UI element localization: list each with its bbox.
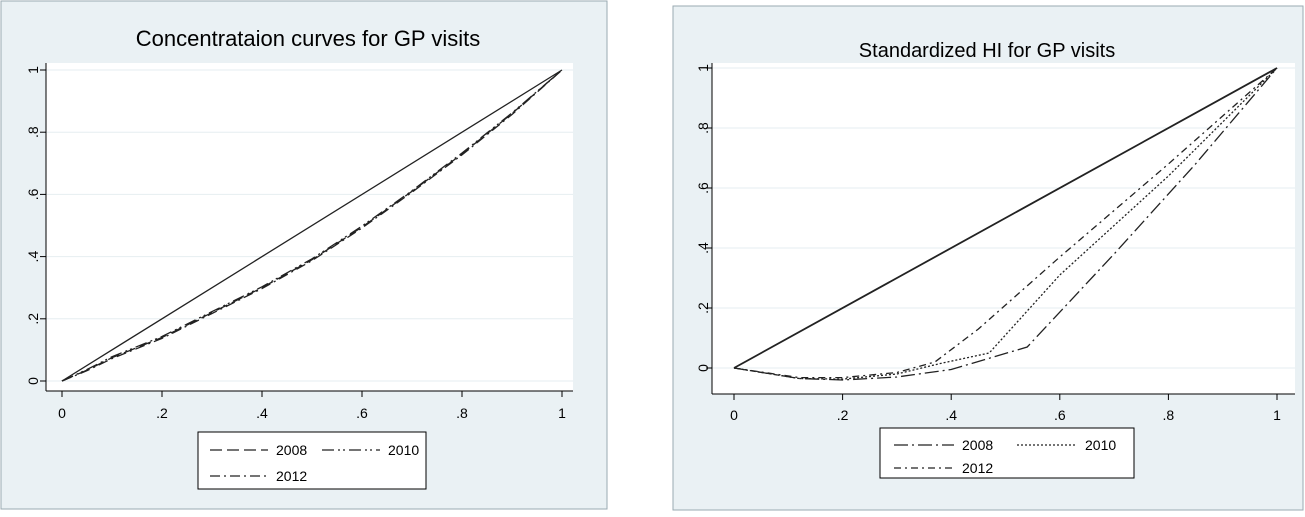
y-tick-label: .4 <box>25 251 41 263</box>
legend-label: 2010 <box>388 442 419 458</box>
series-line-2010 <box>61 69 563 382</box>
x-tick-label: .4 <box>256 405 268 421</box>
series-line-2012 <box>733 67 1278 379</box>
x-tick-label: .6 <box>1054 407 1066 423</box>
legend-label: 2010 <box>1085 437 1116 453</box>
concentration-curves-svg: Concentrataion curves for GP visits 0 .2.… <box>0 0 608 510</box>
y-tick-label: .2 <box>25 313 41 325</box>
x-tick-label: .8 <box>456 405 468 421</box>
legend: 2008 2010 2012 <box>879 427 1135 479</box>
y-tick-label: .4 <box>695 242 711 254</box>
plot-area <box>712 63 1295 394</box>
legend-label: 2012 <box>276 468 307 484</box>
series-line-2012 <box>61 69 563 382</box>
y-tick-label: .6 <box>25 188 41 200</box>
x-tick-label: 0 <box>730 407 738 423</box>
x-tick-label: 1 <box>1273 407 1281 423</box>
chart-title: Standardized HI for GP visits <box>859 40 1115 62</box>
legend: 2008 2010 2012 <box>197 431 427 490</box>
chart-title: Concentrataion curves for GP visits <box>136 26 480 51</box>
concentration-curves-chart: Concentrataion curves for GP visits 0 .2.… <box>0 0 610 512</box>
x-tick-label: 1 <box>558 405 566 421</box>
y-tick-label: 0 <box>695 364 711 372</box>
series-line-2008 <box>61 69 563 382</box>
series-line-2010 <box>733 67 1278 380</box>
x-tick-label: 0 <box>58 405 66 421</box>
legend-label: 2008 <box>276 442 307 458</box>
legend-label: 2008 <box>962 437 993 453</box>
x-tick-label: .2 <box>156 405 168 421</box>
equality-line <box>61 69 563 382</box>
y-tick-label: .8 <box>25 126 41 138</box>
x-tick-label: .8 <box>1163 407 1175 423</box>
y-tick-label: .2 <box>695 302 711 314</box>
y-tick-label: .6 <box>695 182 711 194</box>
x-tick-label: .6 <box>356 405 368 421</box>
x-tick-label: .2 <box>837 407 849 423</box>
equality-line <box>733 67 1278 369</box>
y-tick-label: 1 <box>695 64 711 72</box>
x-tick-label: .4 <box>945 407 957 423</box>
standardized-hi-chart: Standardized HI for GP visits 0 .2 .4 .6 .8 1… <box>672 0 1305 512</box>
y-tick-label: 0 <box>25 377 41 385</box>
legend-label: 2012 <box>962 460 993 476</box>
y-tick-label: 1 <box>25 66 41 74</box>
standardized-hi-svg: Standardized HI for GP visits 0 .2 .4 .6 .8 1… <box>672 5 1304 511</box>
y-tick-label: .8 <box>695 122 711 134</box>
